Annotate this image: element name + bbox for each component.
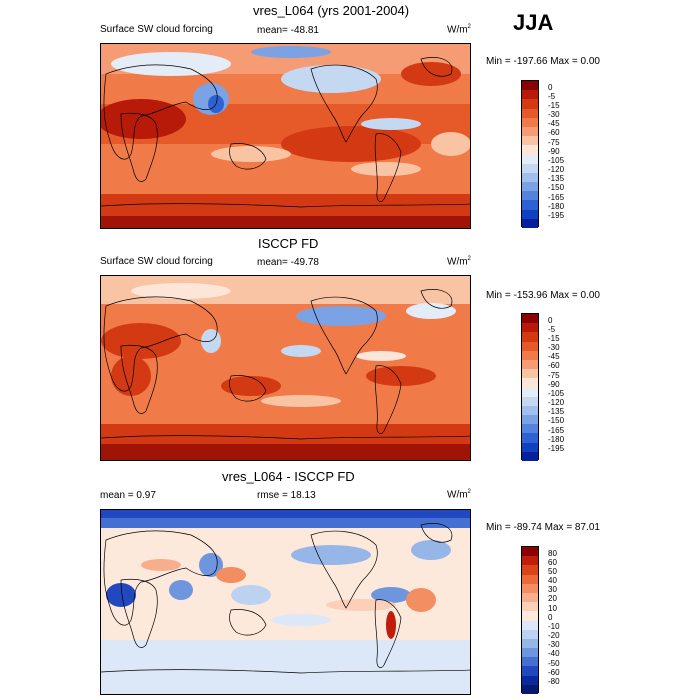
panel-3-mean: mean = 0.97: [100, 490, 156, 501]
panel-2-map: [100, 275, 471, 461]
legend-2-tick: -195: [548, 444, 565, 453]
panel-1-mean: mean= -48.81: [257, 25, 319, 36]
legend-2-tick: -60: [548, 361, 560, 370]
legend-2-tick: -90: [548, 380, 560, 389]
legend-3-tick: -20: [548, 631, 560, 640]
legend-1-tick: -195: [548, 211, 565, 220]
panel-3-legend: [521, 546, 539, 694]
legend-2-tick: -5: [548, 325, 556, 334]
legend-1-tick: -105: [548, 156, 565, 165]
legend-3-tick: -10: [548, 622, 560, 631]
legend-2-tick: -45: [548, 352, 560, 361]
panel-2-mean: mean= -49.78: [257, 257, 319, 268]
legend-2-tick: -165: [548, 426, 565, 435]
legend-3-tick: -40: [548, 649, 560, 658]
panel-3-units: W/m2: [447, 489, 471, 501]
legend-3-tick: 0: [548, 613, 553, 622]
legend-2-tick: -120: [548, 398, 565, 407]
legend-3-tick: -30: [548, 640, 560, 649]
legend-2-tick: -30: [548, 343, 560, 352]
legend-2-tick: -150: [548, 416, 565, 425]
panel-3-map: [100, 509, 471, 695]
season-label: JJA: [513, 10, 554, 35]
legend-1-tick: -165: [548, 193, 565, 202]
panel-2-units: W/m2: [447, 256, 471, 268]
legend-1-tick: -75: [548, 138, 560, 147]
legend-1-tick: -45: [548, 119, 560, 128]
panel-1-left-label: Surface SW cloud forcing: [100, 24, 213, 35]
panel-2-title: ISCCP FD: [258, 236, 319, 251]
legend-1-tick: -60: [548, 128, 560, 137]
legend-3-tick: -60: [548, 668, 560, 677]
legend-1-tick: -135: [548, 174, 565, 183]
legend-3-tick: 20: [548, 594, 557, 603]
legend-1-tick: -150: [548, 183, 565, 192]
panel-1-units: W/m2: [447, 24, 471, 36]
panel-3-title: vres_L064 - ISCCP FD: [222, 469, 355, 484]
panel-3-minmax: Min = -89.74 Max = 87.01: [486, 522, 600, 533]
legend-2-tick: -105: [548, 389, 565, 398]
legend-3-tick: -50: [548, 659, 560, 668]
legend-1-tick: -90: [548, 147, 560, 156]
panel-2-minmax: Min = -153.96 Max = 0.00: [486, 290, 600, 301]
panel-1-title: vres_L064 (yrs 2001-2004): [253, 3, 410, 18]
legend-1-tick: -180: [548, 202, 565, 211]
legend-2-tick: -180: [548, 435, 565, 444]
legend-2-tick: -15: [548, 334, 560, 343]
legend-3-tick: 80: [548, 549, 557, 558]
legend-2-tick: -75: [548, 371, 560, 380]
legend-1-tick: 0: [548, 83, 553, 92]
panel-2-left-label: Surface SW cloud forcing: [100, 256, 213, 267]
panel-1-legend: [521, 80, 539, 228]
legend-3-tick: -80: [548, 677, 560, 686]
panel-3-rmse: rmse = 18.13: [257, 490, 316, 501]
legend-3-tick: 50: [548, 567, 557, 576]
legend-1-tick: -30: [548, 110, 560, 119]
legend-1-tick: -5: [548, 92, 556, 101]
panel-1-map: [100, 43, 471, 229]
legend-3-tick: 60: [548, 558, 557, 567]
panel-2-legend: [521, 313, 539, 461]
legend-1-tick: -15: [548, 101, 560, 110]
panel-1-minmax: Min = -197.66 Max = 0.00: [486, 56, 600, 67]
legend-2-tick: 0: [548, 316, 553, 325]
legend-3-tick: 40: [548, 576, 557, 585]
legend-3-tick: 30: [548, 585, 557, 594]
legend-1-tick: -120: [548, 165, 565, 174]
legend-3-tick: 10: [548, 604, 557, 613]
legend-2-tick: -135: [548, 407, 565, 416]
